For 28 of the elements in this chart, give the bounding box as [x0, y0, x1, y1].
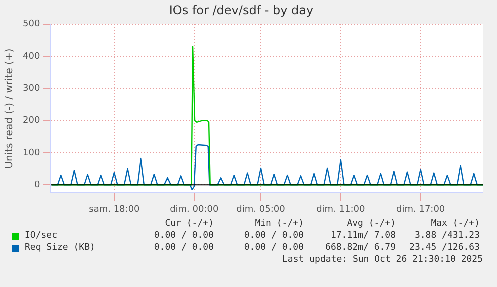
legend-label: Req Size (KB)	[25, 242, 96, 254]
y-tick-label: 0	[34, 180, 40, 191]
text: 17.11m/ 7.08	[330, 230, 396, 242]
x-tick-label: dim. 05:00	[236, 204, 286, 215]
text: 0.00 / 0.00	[243, 242, 304, 254]
text: 0.00 / 0.00	[243, 230, 304, 242]
text: 23.45 /126.63	[408, 242, 480, 254]
y-axis-title: Units read (-) / write (+)	[4, 48, 16, 169]
y-tick-label: 100	[22, 148, 40, 158]
legend-label: IO/sec	[25, 230, 58, 242]
text: 0.00 / 0.00	[153, 230, 214, 242]
x-tick-label: dim. 17:00	[396, 204, 446, 215]
text: 668.82m/ 6.79	[324, 242, 396, 254]
chart-title: IOs for /dev/sdf - by day	[169, 3, 314, 18]
text: Last update: Sun Oct 26 21:30:10 2025	[282, 254, 483, 266]
x-tick-label: dim. 00:00	[170, 204, 219, 215]
text: 0.00 / 0.00	[153, 242, 214, 254]
text: Avg (-/+)	[346, 218, 396, 230]
text: 3.88 /431.23	[414, 230, 480, 242]
y-tick-label: 400	[22, 52, 40, 62]
text: Cur (-/+)	[164, 218, 214, 230]
text: Max (-/+)	[430, 218, 480, 230]
y-tick-label: 200	[22, 116, 40, 126]
text: Min (-/+)	[254, 218, 304, 230]
x-tick-label: sam. 18:00	[89, 204, 140, 215]
y-tick-label: 500	[22, 20, 40, 30]
y-tick-label: 300	[22, 84, 40, 94]
x-tick-label: dim. 11:00	[316, 204, 366, 215]
